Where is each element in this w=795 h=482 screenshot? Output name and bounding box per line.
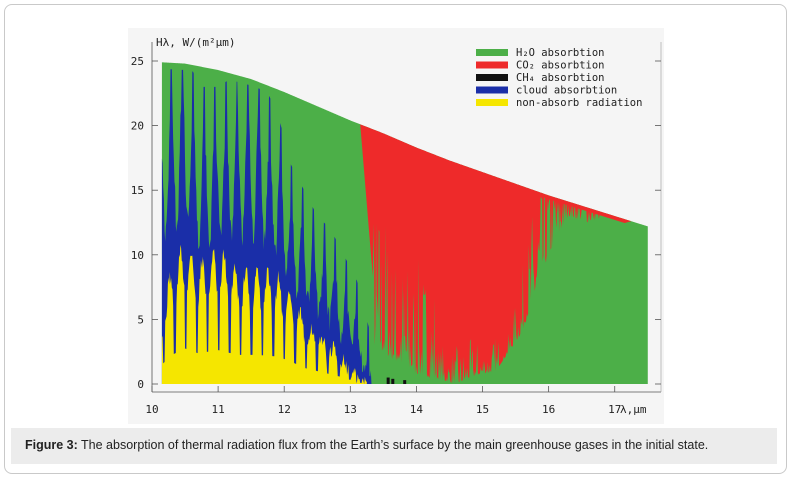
x-axis-label: λ,μm bbox=[620, 403, 647, 416]
legend-label-ch4: CH₄ absorbtion bbox=[516, 72, 605, 84]
legend-label-cloud: cloud absorbtion bbox=[516, 85, 617, 97]
x-tick-label: 13 bbox=[344, 403, 357, 416]
absorption-chart: 0 5 10 15 20 25 10 11 12 13 14 15 16 17 Hλ, W/(m²μm) λ,… bbox=[131, 36, 662, 416]
co2-absorption-area bbox=[360, 124, 632, 384]
x-tick-label: 16 bbox=[542, 403, 555, 416]
x-tick-label: 10 bbox=[145, 403, 158, 416]
ch4-absorption-mark bbox=[391, 378, 395, 384]
x-tick-label: 12 bbox=[278, 403, 291, 416]
legend-swatch-ch4 bbox=[476, 74, 508, 81]
x-tick-label: 14 bbox=[410, 403, 424, 416]
legend-swatch-co2 bbox=[476, 61, 508, 69]
x-tick-label: 11 bbox=[211, 403, 224, 416]
y-tick-label: 10 bbox=[131, 249, 144, 262]
figure-caption: Figure 3: The absorption of thermal radi… bbox=[25, 438, 708, 452]
chart-panel: 0 5 10 15 20 25 10 11 12 13 14 15 16 17 Hλ, W/(m²μm) λ,… bbox=[128, 28, 664, 424]
y-tick-label: 20 bbox=[131, 120, 144, 133]
caption-label: Figure 3: bbox=[25, 438, 78, 452]
ch4-absorption-mark bbox=[403, 380, 407, 384]
caption-box: Figure 3: The absorption of thermal radi… bbox=[11, 428, 777, 464]
ch4-absorption-mark bbox=[386, 377, 390, 384]
y-tick-label: 5 bbox=[137, 313, 144, 326]
x-tick-label: 15 bbox=[476, 403, 489, 416]
legend-swatch-h2o bbox=[476, 49, 508, 56]
y-tick-label: 15 bbox=[131, 184, 144, 197]
legend-swatch-cloud bbox=[476, 86, 508, 94]
caption-text: The absorption of thermal radiation flux… bbox=[77, 438, 709, 452]
legend-label-nonabsorb: non-absorb radiation bbox=[516, 97, 642, 109]
legend-label-co2: CO₂ absorbtion bbox=[516, 60, 605, 72]
x-tick-label: 17 bbox=[608, 403, 621, 416]
legend-label-h2o: H₂O absorbtion bbox=[516, 47, 605, 59]
y-axis-label: Hλ, W/(m²μm) bbox=[156, 36, 235, 49]
non-absorb-radiation-area bbox=[161, 244, 367, 384]
y-tick-label: 25 bbox=[131, 55, 144, 68]
y-tick-label: 0 bbox=[137, 378, 144, 391]
legend-swatch-nonabsorb bbox=[476, 99, 508, 106]
